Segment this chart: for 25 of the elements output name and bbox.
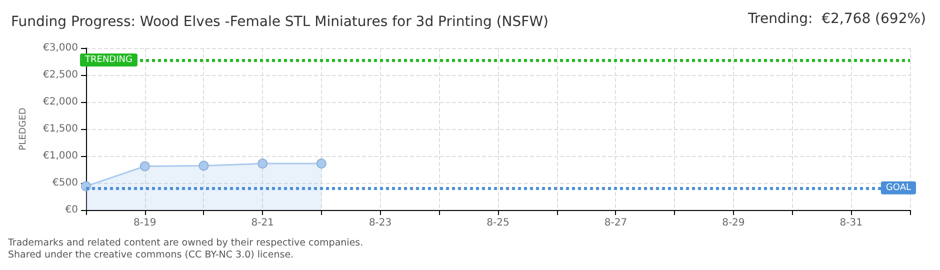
y-tick-label: €0 (65, 204, 78, 216)
x-tick-label: 8-19 (134, 218, 156, 228)
ref-line-label: TRENDING (84, 55, 132, 66)
y-axis-title: PLEDGED (18, 108, 28, 150)
x-tick-label: 8-25 (486, 218, 510, 228)
ref-line-label: GOAL (886, 182, 911, 193)
y-tick-label: €1,500 (43, 124, 78, 134)
y-tick-label: €2,000 (43, 96, 78, 108)
x-tick-label: 8-31 (840, 218, 862, 228)
point (316, 158, 326, 169)
y-tick-label: €3,000 (43, 42, 78, 54)
text: Trending: €2,768 (692%) (747, 11, 926, 27)
point (198, 160, 209, 171)
text: Trademarks and related content are owned by their respective companies. (7, 238, 364, 248)
x-tick-label: 8-29 (722, 218, 745, 228)
y-tick-label: €1,000 (43, 150, 78, 162)
point (258, 158, 268, 169)
x-tick-label: 8-23 (368, 218, 392, 228)
x-tick-label: 8-27 (604, 218, 628, 228)
point (140, 161, 150, 172)
chart-title: Funding Progress: Wood Elves -Female STL Miniatures for 3d Printing (NSFW) (11, 14, 549, 30)
y-tick-label: €500 (52, 178, 78, 188)
text: Shared under the creative commons (CC BY-NC 3.0) license. (8, 250, 294, 260)
y-tick-label: €2,500 (43, 70, 78, 80)
x-tick-label: 8-21 (251, 218, 274, 228)
